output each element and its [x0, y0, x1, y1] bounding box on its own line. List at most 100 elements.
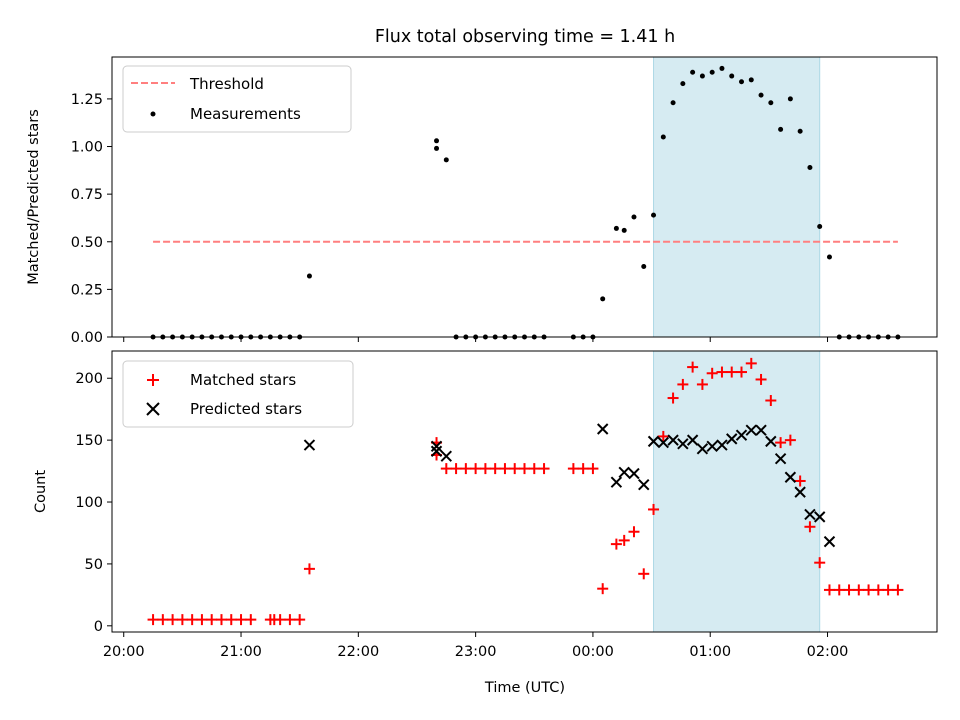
- predicted-stars-point: [784, 471, 797, 483]
- measurements-legend-label: Measurements: [190, 105, 301, 123]
- ratio-panel: 0.00 0.25 0.50 0.75 1.00 1.25 Matched/Predict…: [26, 56, 938, 346]
- predicted-stars-point: [638, 478, 650, 491]
- count-plot-content: [147, 357, 904, 626]
- matched-stars-point: [610, 538, 622, 550]
- measurement-point: [434, 138, 440, 144]
- measurement-point: [690, 69, 696, 75]
- predicted-stars-point: [804, 508, 816, 521]
- ratio-y-axis-label: Matched/Predicted stars: [26, 109, 42, 285]
- predicted-stars-point: [813, 511, 826, 523]
- measurement-point: [600, 296, 606, 302]
- matched-stars-point: [814, 557, 826, 569]
- matched-stars-point: [479, 463, 491, 475]
- y-tick-label: 0: [94, 619, 103, 635]
- matched-stars-point: [538, 463, 550, 475]
- x-axis-label: Time (UTC): [484, 680, 565, 696]
- count-y-axis-label: Count: [33, 470, 49, 513]
- y-tick-label: 0.25: [71, 282, 103, 298]
- y-tick-label: 0.75: [71, 187, 103, 203]
- x-tick-label: 21:00: [220, 644, 262, 660]
- matched-stars-point: [687, 361, 699, 373]
- matched-stars-point: [618, 534, 630, 546]
- matched-stars-point: [726, 366, 738, 378]
- matched-stars-point: [225, 614, 237, 626]
- x-tick-label: 23:00: [455, 644, 497, 660]
- matched-stars-point: [745, 357, 757, 369]
- matched-stars-point: [677, 378, 689, 390]
- predicted-stars-point: [755, 424, 767, 436]
- matched-stars-point: [872, 584, 884, 596]
- matched-stars-point: [206, 614, 218, 626]
- measurement-point: [680, 81, 686, 87]
- matched-stars-point: [294, 614, 306, 626]
- measurement-point: [797, 128, 803, 134]
- matched-stars-point: [736, 366, 748, 378]
- matched-stars-point: [450, 463, 462, 475]
- matched-stars-point: [528, 463, 540, 475]
- predicted-stars-point: [686, 434, 699, 446]
- matched-stars-point: [892, 584, 904, 596]
- matched-stars-point: [215, 614, 227, 626]
- predicted-stars-point: [794, 486, 806, 498]
- matched-stars-point: [440, 463, 452, 475]
- matched-stars-point: [794, 475, 806, 487]
- measurement-point: [434, 145, 440, 151]
- measurement-point: [670, 100, 676, 106]
- predicted-stars-point: [745, 424, 757, 436]
- predicted-stars-point: [716, 439, 728, 451]
- y-tick-label: 100: [75, 495, 103, 511]
- predicted-stars-point: [726, 433, 738, 445]
- matched-stars-point: [176, 614, 188, 626]
- matched-stars-point: [882, 584, 894, 596]
- matched-stars-point: [597, 583, 609, 595]
- matched-stars-point: [706, 367, 718, 379]
- count-axis-ticks: 0 50 100 150 200 20:00 21:00 22:00 23:00 00:00 01:…: [75, 371, 848, 660]
- x-tick-label: 20:00: [103, 644, 145, 660]
- matched-stars-point: [245, 614, 257, 626]
- measurement-point: [748, 77, 754, 83]
- predicted-stars-point: [430, 445, 443, 457]
- ratio-axes-frame: [111, 56, 938, 338]
- matched-stars-point: [863, 584, 875, 596]
- measurement-point: [621, 227, 627, 233]
- matched-stars-point: [696, 378, 708, 390]
- matched-stars-legend-label: Matched stars: [190, 371, 296, 389]
- predicted-stars-point: [696, 443, 709, 455]
- matched-stars-point: [235, 614, 247, 626]
- matched-stars-point: [833, 584, 845, 596]
- ratio-legend: Threshold Measurements: [122, 65, 352, 133]
- measurement-point: [443, 157, 449, 163]
- predicted-stars-legend-label: Predicted stars: [190, 400, 302, 418]
- matched-stars-point: [274, 614, 286, 626]
- measurement-point: [768, 100, 774, 106]
- measurement-point: [709, 69, 715, 75]
- matched-stars-point: [804, 521, 816, 533]
- predicted-stars-point: [667, 434, 679, 446]
- x-tick-label: 22:00: [337, 644, 379, 660]
- measurement-point: [613, 225, 619, 231]
- matched-stars-point: [489, 463, 501, 475]
- matched-stars-point: [519, 463, 530, 475]
- matched-stars-point: [716, 366, 728, 378]
- measurement-point: [739, 79, 745, 85]
- x-tick-label: 00:00: [572, 644, 614, 660]
- matched-stars-point: [157, 614, 169, 626]
- measurement-point: [758, 92, 764, 98]
- predicted-stars-point: [735, 429, 748, 441]
- measurement-point: [699, 73, 705, 79]
- y-tick-label: 1.25: [71, 92, 103, 108]
- matched-stars-point: [186, 614, 198, 626]
- matched-stars-point: [470, 463, 482, 475]
- matched-stars-point: [628, 526, 640, 538]
- y-tick-label: 1.00: [71, 140, 103, 156]
- measurement-point: [826, 254, 832, 260]
- predicted-stars-point: [657, 436, 670, 449]
- observing-window-span: [653, 350, 821, 633]
- predicted-stars-legend-marker: [146, 402, 160, 416]
- predicted-stars-point: [440, 450, 453, 462]
- matched-stars-point: [657, 430, 669, 442]
- matched-stars-point: [167, 614, 179, 626]
- matched-stars-point: [784, 434, 796, 446]
- ratio-axis-ticks: 0.00 0.25 0.50 0.75 1.00 1.25: [71, 92, 829, 346]
- matched-stars-point: [509, 463, 521, 475]
